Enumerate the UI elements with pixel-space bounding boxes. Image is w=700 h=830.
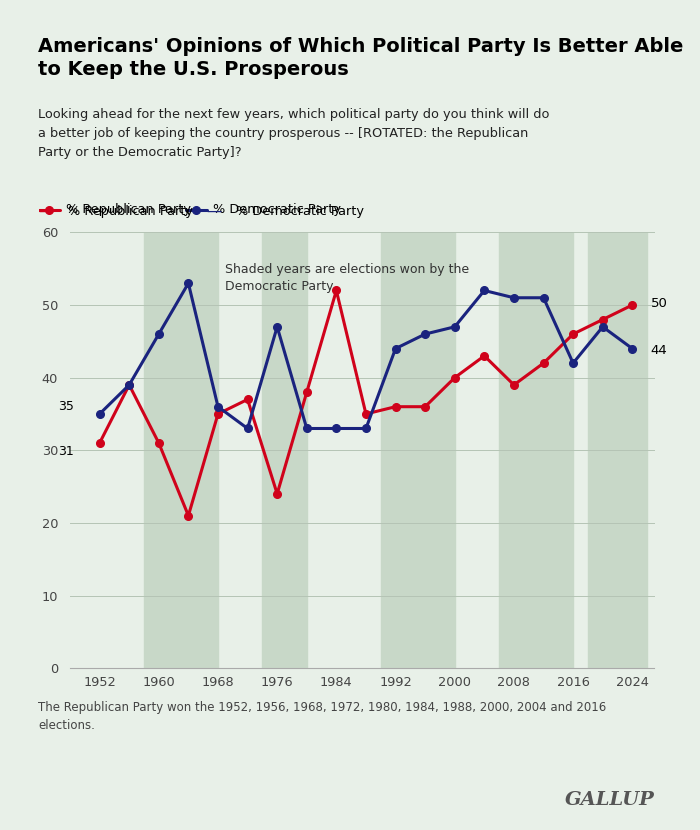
Text: 44: 44 (651, 344, 668, 357)
Text: 35: 35 (58, 400, 74, 413)
Text: % Democratic Party: % Democratic Party (213, 203, 341, 216)
Bar (144, 232, 218, 668)
Bar (499, 232, 573, 668)
Text: Looking ahead for the next few years, which political party do you think will do: Looking ahead for the next few years, wh… (38, 108, 550, 159)
Text: The Republican Party won the 1952, 1956, 1968, 1972, 1980, 1984, 1988, 2000, 200: The Republican Party won the 1952, 1956,… (38, 701, 607, 732)
Bar (381, 232, 455, 668)
Bar (588, 232, 647, 668)
Text: GALLUP: GALLUP (565, 791, 655, 809)
Text: Shaded years are elections won by the
Democratic Party: Shaded years are elections won by the De… (225, 263, 469, 293)
Text: % Democratic Party: % Democratic Party (236, 205, 364, 218)
Text: —: — (38, 204, 54, 219)
Text: Americans' Opinions of Which Political Party Is Better Able
to Keep the U.S. Pro: Americans' Opinions of Which Political P… (38, 37, 684, 79)
Text: % Republican Party: % Republican Party (66, 203, 191, 216)
Bar (262, 232, 307, 668)
Text: —: — (206, 204, 222, 219)
Text: 50: 50 (651, 297, 668, 310)
Text: % Republican Party: % Republican Party (68, 205, 193, 218)
Text: 31: 31 (58, 445, 74, 458)
